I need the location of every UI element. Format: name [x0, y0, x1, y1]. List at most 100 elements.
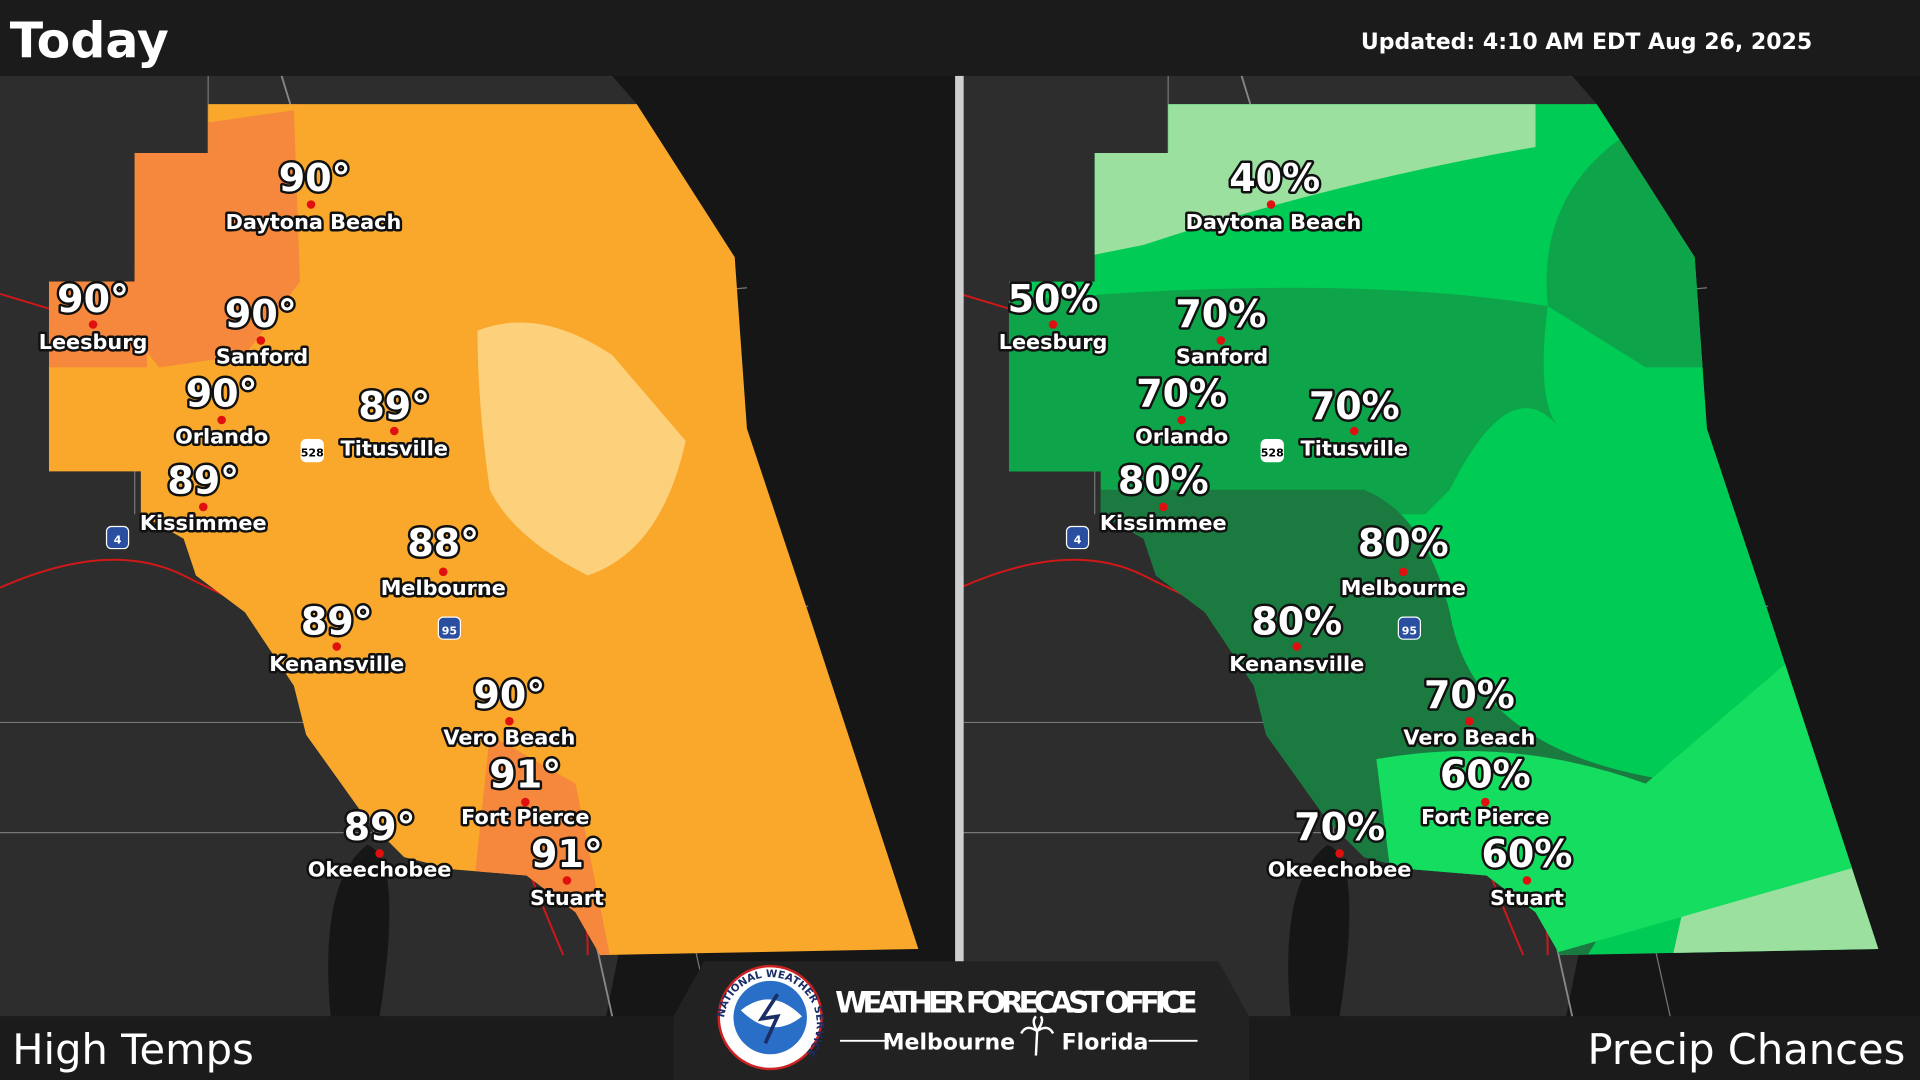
nws-logo: NATIONAL WEATHER SERVICE — [715, 964, 826, 1071]
city-name: Sanford — [216, 345, 308, 369]
city-value: 90° — [474, 673, 546, 717]
city-name: Fort Pierce — [1421, 805, 1549, 829]
city-name: Stuart — [530, 886, 604, 910]
city-value: 50% — [1008, 277, 1099, 321]
city-name: Orlando — [1135, 424, 1228, 448]
city-value: 70% — [1136, 372, 1227, 416]
city-dot — [1481, 797, 1490, 807]
city-value: 80% — [1118, 458, 1209, 502]
city-dot — [1522, 876, 1532, 885]
city-value: 90° — [186, 372, 258, 416]
panel-divider — [955, 75, 964, 1019]
city-name: Melbourne — [1341, 576, 1466, 600]
city-name: Okeechobee — [1268, 858, 1412, 882]
city-labels: 90° Daytona Beach 90° Leesburg 90° Sanford 90°… — [36, 154, 1575, 913]
city-dot — [256, 336, 266, 345]
city-dot — [1335, 849, 1344, 858]
city-value: 80% — [1358, 521, 1449, 565]
city-name: Leesburg — [39, 330, 148, 354]
city-value: 60% — [1482, 832, 1573, 876]
city-name: Kenansville — [269, 652, 404, 676]
city-value: 70% — [1309, 384, 1400, 428]
left-caption: High Temps — [12, 1025, 254, 1074]
city-name: Fort Pierce — [461, 805, 589, 829]
city-dot — [198, 502, 208, 512]
city-dot — [1177, 415, 1186, 425]
city-name: Vero Beach — [1403, 725, 1535, 749]
city-value: 91° — [489, 752, 561, 796]
city-name: Orlando — [175, 424, 268, 448]
city-dot — [438, 567, 448, 577]
city-name: Sanford — [1176, 345, 1268, 369]
city-dot — [1350, 426, 1359, 436]
city-name: Leesburg — [999, 330, 1108, 354]
shield-label: 4 — [1074, 534, 1082, 547]
shield — [300, 438, 324, 463]
title: Today — [10, 13, 169, 70]
city-dot — [88, 320, 98, 329]
shield — [105, 525, 130, 550]
city-value: 89° — [344, 805, 416, 849]
shield — [1260, 438, 1284, 463]
city-name: Melbourne — [381, 576, 506, 600]
city-value: 88° — [407, 521, 479, 565]
city-dot — [332, 642, 342, 651]
city-dot — [1216, 336, 1226, 345]
city-value: 89° — [301, 599, 373, 643]
office-city: Melbourne — [883, 1030, 1016, 1055]
city-name: Vero Beach — [443, 725, 575, 749]
shield-label: 95 — [1402, 624, 1417, 637]
updated-time: Updated: 4:10 AM EDT Aug 26, 2025 — [1361, 30, 1812, 55]
temp-map — [0, 74, 957, 1020]
city-name: Okeechobee — [308, 858, 452, 882]
city-dot — [1158, 502, 1168, 512]
logo-panel — [673, 961, 1249, 1080]
city-value: 40% — [1229, 156, 1320, 200]
office-state: Florida — [1062, 1030, 1149, 1055]
city-name: Daytona Beach — [226, 210, 402, 234]
right-caption: Precip Chances — [1587, 1025, 1905, 1074]
city-value: 70% — [1424, 673, 1515, 717]
city-name: Stuart — [1490, 886, 1564, 910]
city-dot — [217, 415, 226, 425]
shield-label: 95 — [442, 624, 457, 637]
city-dot — [562, 876, 572, 885]
city-name: Kenansville — [1229, 652, 1364, 676]
city-name: Kissimmee — [1100, 511, 1227, 535]
shield — [1397, 616, 1422, 640]
city-dot — [306, 200, 316, 209]
city-value: 80% — [1251, 599, 1342, 643]
shield-label: 4 — [114, 534, 122, 547]
city-dot — [521, 797, 530, 807]
city-dot — [1048, 320, 1058, 329]
header-bar — [0, 0, 1920, 76]
city-name: Titusville — [341, 437, 448, 461]
shield-label: 528 — [1261, 447, 1284, 460]
city-name: Titusville — [1301, 437, 1409, 461]
city-value: 70% — [1175, 292, 1266, 336]
city-value: 90° — [57, 277, 129, 321]
city-dot — [1266, 200, 1276, 209]
precip-map — [959, 74, 1917, 1020]
city-value: 90° — [279, 156, 351, 200]
city-dot — [505, 716, 514, 726]
city-name: Kissimmee — [140, 511, 267, 535]
city-dot — [375, 849, 384, 858]
city-value: 89° — [167, 458, 239, 502]
city-value: 89° — [358, 384, 430, 428]
city-dot — [390, 426, 399, 436]
city-dot — [1292, 642, 1302, 651]
road-shields: 528 528 4 4 95 95 — [105, 438, 1422, 640]
city-value: 90° — [225, 292, 297, 336]
shield — [1065, 525, 1090, 550]
city-name: Daytona Beach — [1186, 210, 1362, 234]
shield-label: 528 — [301, 447, 324, 460]
city-dot — [1465, 716, 1474, 726]
city-value: 91° — [531, 832, 603, 876]
city-value: 60% — [1440, 752, 1531, 796]
city-value: 70% — [1294, 805, 1385, 849]
shield — [437, 616, 462, 640]
city-dot — [1398, 567, 1408, 577]
office-title: WEATHER FORECAST OFFICE — [835, 986, 1197, 1020]
